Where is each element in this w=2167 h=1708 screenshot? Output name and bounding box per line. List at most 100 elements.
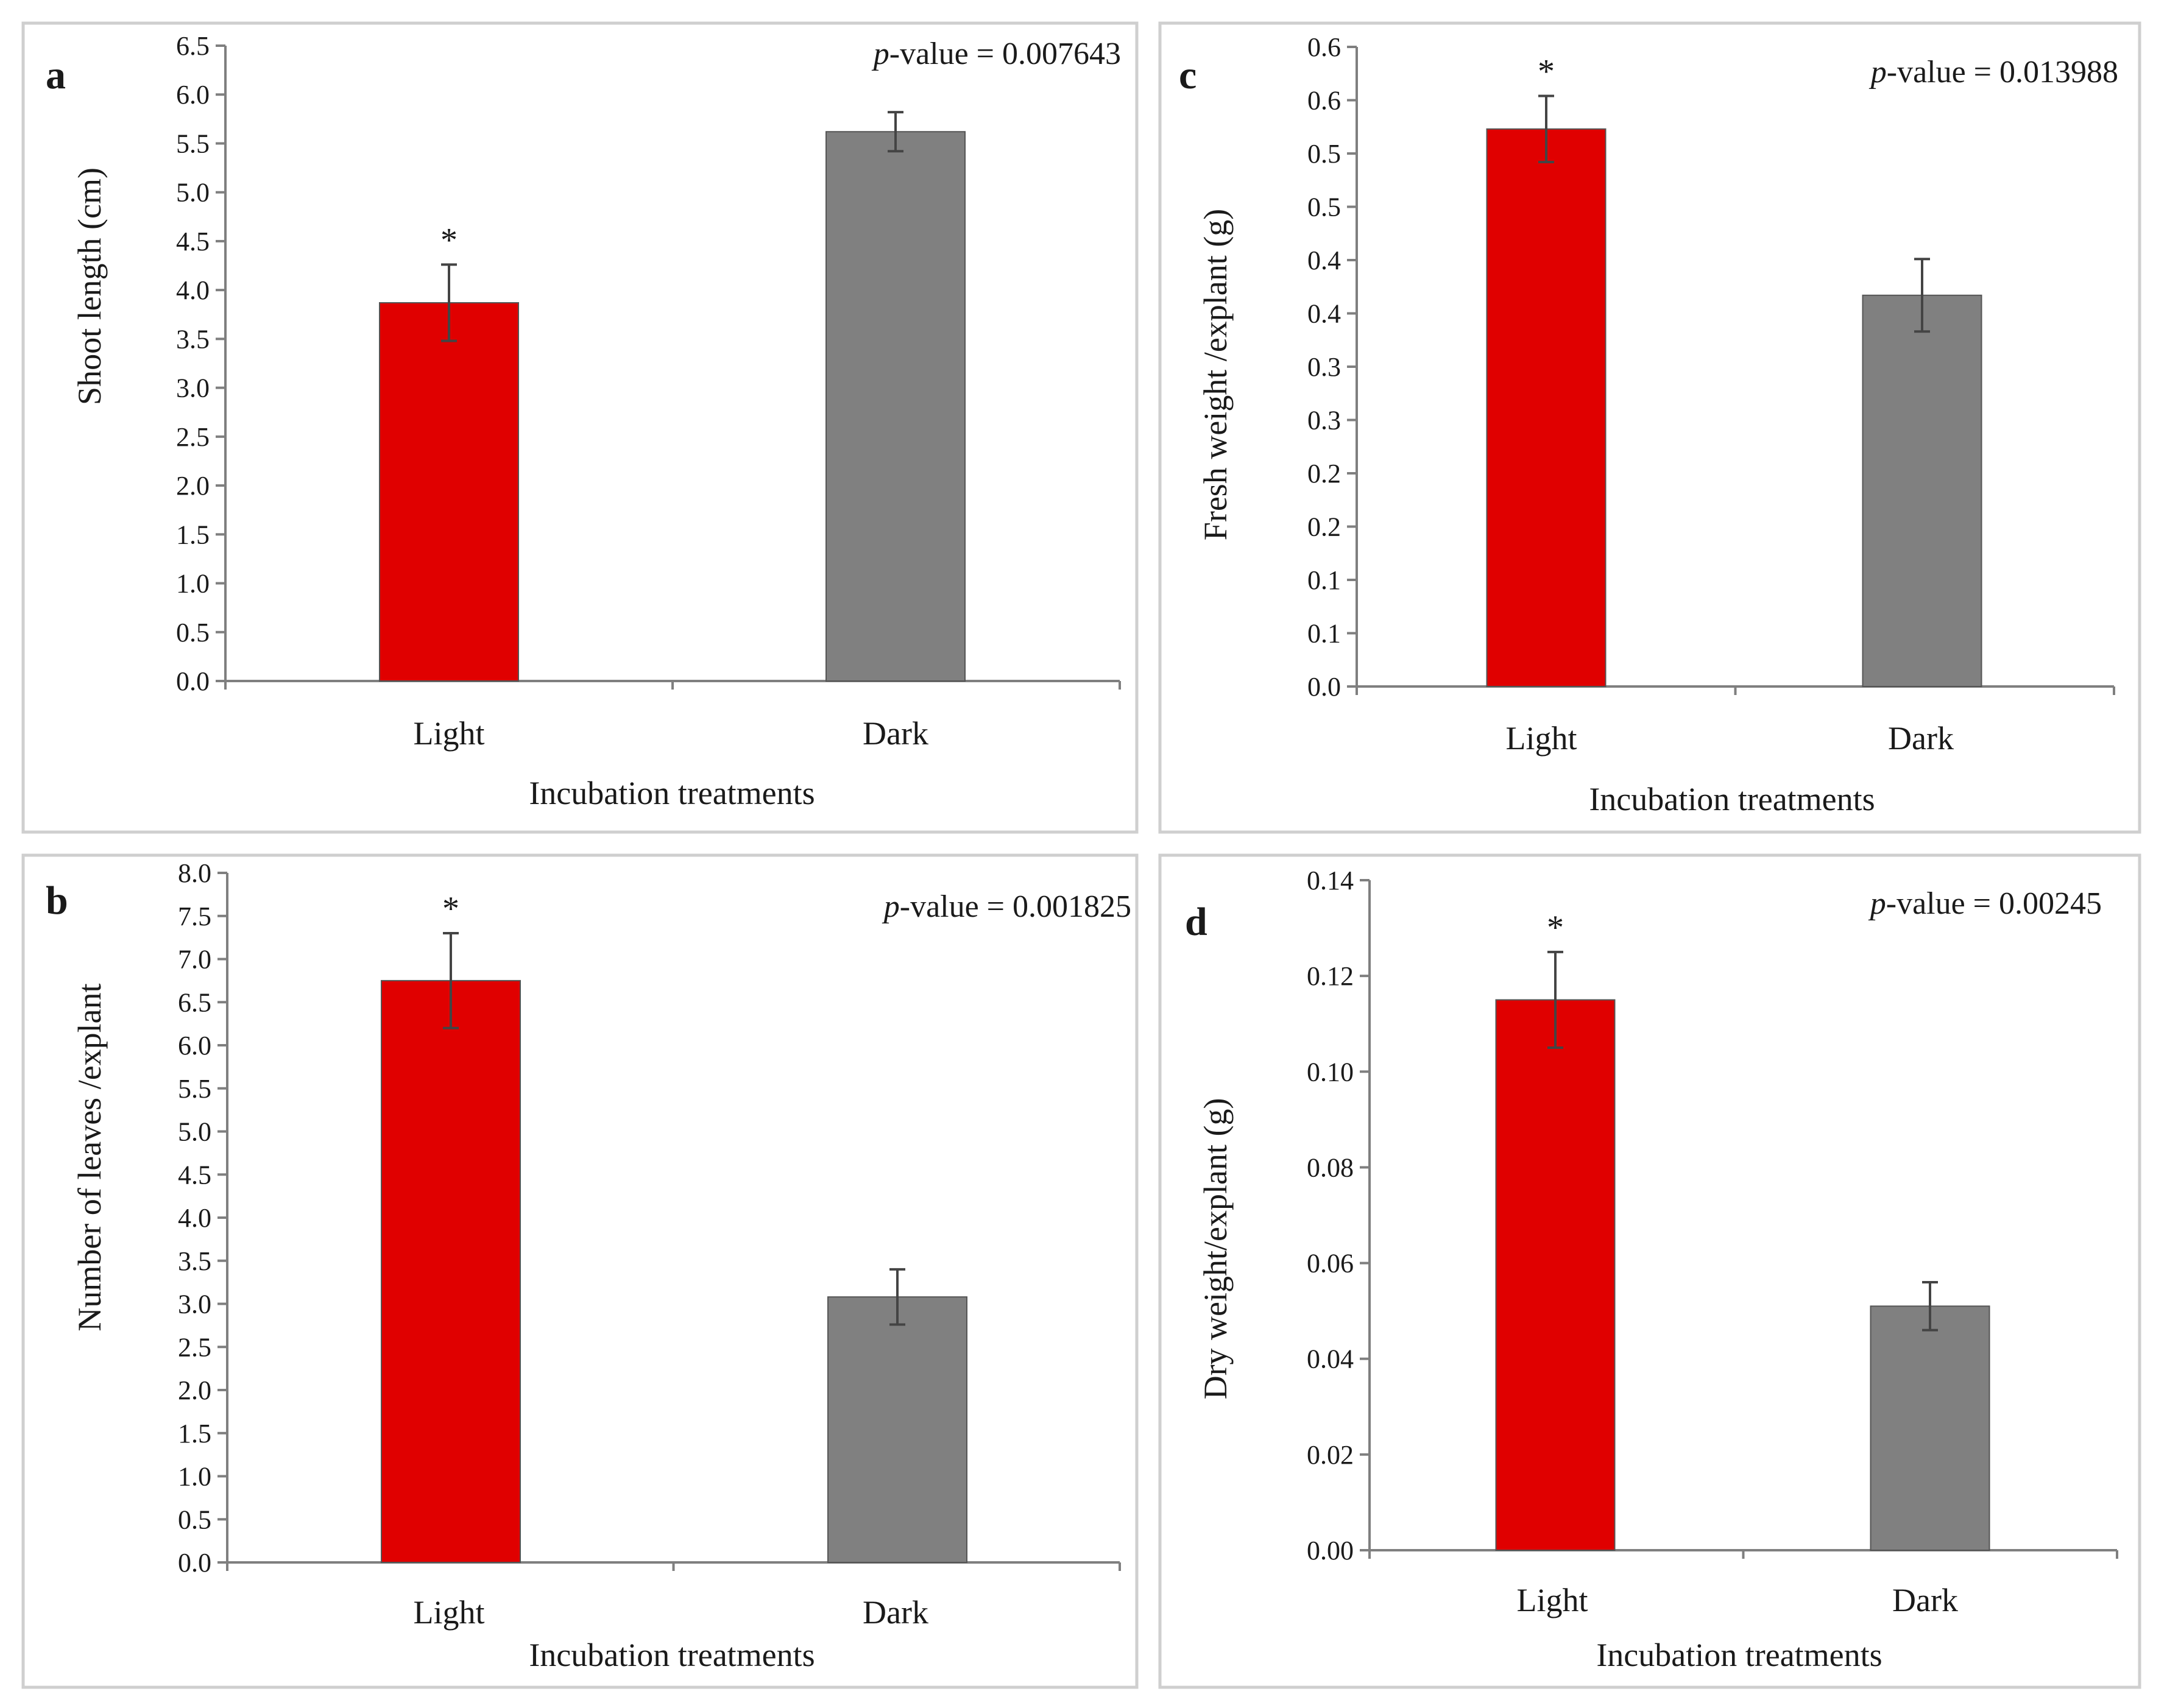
panel-d-bar-dark [1870, 1305, 1990, 1551]
panel-c-label: c [1179, 53, 1197, 97]
panel-c-y-tick-label-12: 0.6 [1307, 32, 1341, 62]
panel-a-y-tick-label-11: 5.5 [176, 129, 210, 158]
panel-c: c p-value = 0.013988 Fresh weight /expla… [1179, 32, 2118, 817]
panel-c-significance-star-0: * [1538, 53, 1555, 91]
panel-b-y-tick-label-5: 2.5 [178, 1332, 211, 1362]
panel-d-y-tick-label-3: 0.06 [1307, 1249, 1354, 1279]
panel-d-category-light: Light [1517, 1582, 1588, 1618]
panel-b-bar-dark [827, 1296, 967, 1563]
panel-a-y-tick-label-8: 4.0 [176, 275, 210, 305]
panel-c-pvalue: p-value = 0.013988 [1868, 55, 2118, 90]
panel-c-y-tick-label-3: 0.2 [1307, 512, 1341, 542]
panel-a-y-tick-label-2: 1.0 [176, 569, 210, 599]
panel-b-category-dark: Dark [863, 1594, 928, 1631]
panel-c-pvalue-text: -value = 0.013988 [1887, 55, 2118, 90]
panel-d-y-tick-label-2: 0.04 [1307, 1344, 1354, 1374]
panel-a-y-tick-label-6: 3.0 [176, 373, 210, 403]
panel-c-y-tick-label-0: 0.0 [1307, 672, 1341, 702]
panel-d-significance-star-0: * [1547, 909, 1564, 947]
panel-b-y-tick-label-16: 8.0 [178, 858, 211, 888]
panel-b-y-tick-label-15: 7.5 [178, 902, 211, 931]
panel-d-y-tick-label-0: 0.00 [1307, 1536, 1354, 1565]
panel-d-ylabel: Dry weight/explant (g) [1197, 1098, 1234, 1400]
panel-b-y-tick-label-0: 0.0 [178, 1548, 211, 1578]
panel-d-y-tick-label-5: 0.10 [1307, 1057, 1354, 1087]
panel-a-bar-dark [825, 131, 966, 682]
panel-frame-0 [21, 21, 1139, 834]
panel-frames [21, 21, 2141, 1689]
panel-a-label: a [46, 53, 66, 97]
panel-a-xlabel: Incubation treatments [529, 775, 815, 811]
panel-c-bar-dark [1862, 294, 1982, 687]
panel-a-y-tick-label-7: 3.5 [176, 324, 210, 354]
panel-d-y-tick-label-7: 0.14 [1307, 866, 1354, 895]
panel-c-y-tick-label-6: 0.3 [1307, 352, 1341, 382]
panel-d-pvalue-prefix: p [1868, 886, 1886, 921]
panel-d-xlabel: Incubation treatments [1596, 1637, 1882, 1673]
panel-b-y-tick-label-7: 3.5 [178, 1246, 211, 1276]
panel-frame-3 [1158, 853, 2141, 1689]
panel-a-y-tick-label-13: 6.5 [176, 31, 210, 61]
panel-c-y-tick-label-4: 0.2 [1307, 459, 1341, 489]
panel-b-y-tick-label-9: 4.5 [178, 1160, 211, 1190]
panel-b-category-light: Light [414, 1594, 485, 1631]
panel-d: d p-value = 0.00245 Dry weight/explant (… [1185, 866, 2118, 1673]
panel-c-bar-light [1486, 128, 1607, 687]
panel-frame-1 [1158, 21, 2141, 834]
panel-b-label: b [46, 878, 68, 923]
panel-b-y-tick-label-2: 1.0 [178, 1462, 211, 1492]
panel-c-y-tick-label-5: 0.3 [1307, 406, 1341, 436]
panel-a-significance-star-0: * [440, 221, 458, 259]
panel-c-xlabel: Incubation treatments [1589, 781, 1875, 817]
panel-b-y-tick-label-14: 7.0 [178, 945, 211, 975]
panel-b-xlabel: Incubation treatments [529, 1637, 815, 1673]
panel-a-y-tick-label-10: 5.0 [176, 178, 210, 208]
panel-a-y-tick-label-0: 0.0 [176, 666, 210, 696]
panel-d-label: d [1185, 900, 1207, 944]
panel-frame-2 [21, 853, 1139, 1689]
panel-a-ylabel: Shoot length (cm) [71, 168, 108, 405]
panel-c-y-tick-label-10: 0.5 [1307, 139, 1341, 169]
panel-a-y-tick-label-5: 2.5 [176, 422, 210, 452]
panel-c-y-tick-label-11: 0.6 [1307, 86, 1341, 116]
panel-c-pvalue-prefix: p [1868, 55, 1887, 90]
panel-b-y-tick-label-8: 4.0 [178, 1203, 211, 1233]
panel-d-y-tick-label-4: 0.08 [1307, 1152, 1354, 1182]
panel-c-y-tick-label-2: 0.1 [1307, 565, 1341, 595]
panel-c-category-light: Light [1506, 720, 1577, 757]
panel-d-error-bar-dark [1922, 1281, 1938, 1332]
panel-a-y-tick-label-3: 1.5 [176, 520, 210, 549]
panel-a-pvalue-prefix: p [871, 37, 889, 71]
panel-a-pvalue: p-value = 0.007643 [871, 37, 1121, 71]
panel-b-error-bar-dark [889, 1268, 905, 1326]
panel-c-ylabel: Fresh weight /explant (g) [1197, 209, 1234, 540]
panel-a-category-dark: Dark [863, 715, 928, 752]
panel-b: b p-value = 0.001825 Number of leaves /e… [46, 858, 1131, 1673]
panel-a-pvalue-text: -value = 0.007643 [889, 37, 1121, 71]
panel-b-ylabel: Number of leaves /explant [71, 983, 108, 1331]
panel-d-category-dark: Dark [1892, 1582, 1958, 1618]
panel-a-y-tick-label-12: 6.0 [176, 80, 210, 110]
panel-c-y-tick-label-1: 0.1 [1307, 619, 1341, 649]
panel-c-category-dark: Dark [1888, 720, 1954, 757]
panel-a-category-light: Light [414, 715, 485, 752]
panel-d-y-tick-label-6: 0.12 [1307, 961, 1354, 991]
panel-a-y-tick-label-1: 0.5 [176, 618, 210, 648]
panel-a-error-bar-light [441, 263, 457, 342]
panel-c-y-tick-label-7: 0.4 [1307, 299, 1341, 329]
panel-a-y-tick-label-9: 4.5 [176, 227, 210, 256]
panel-d-y-tick-label-1: 0.02 [1307, 1440, 1354, 1470]
panel-b-y-tick-label-12: 6.0 [178, 1031, 211, 1060]
panel-b-pvalue-prefix: p [882, 889, 900, 924]
panel-a-error-bar-dark [888, 111, 903, 153]
panel-b-y-tick-label-3: 1.5 [178, 1419, 211, 1449]
panel-b-error-bar-light [443, 932, 459, 1029]
panel-b-y-tick-label-1: 0.5 [178, 1505, 211, 1534]
panel-d-pvalue-text: -value = 0.00245 [1886, 886, 2102, 921]
panel-b-y-tick-label-13: 6.5 [178, 987, 211, 1017]
panel-a-y-tick-label-4: 2.0 [176, 471, 210, 501]
panel-d-bar-light [1495, 999, 1616, 1551]
panel-b-y-tick-label-10: 5.0 [178, 1117, 211, 1147]
panel-a-bar-light [379, 302, 519, 682]
